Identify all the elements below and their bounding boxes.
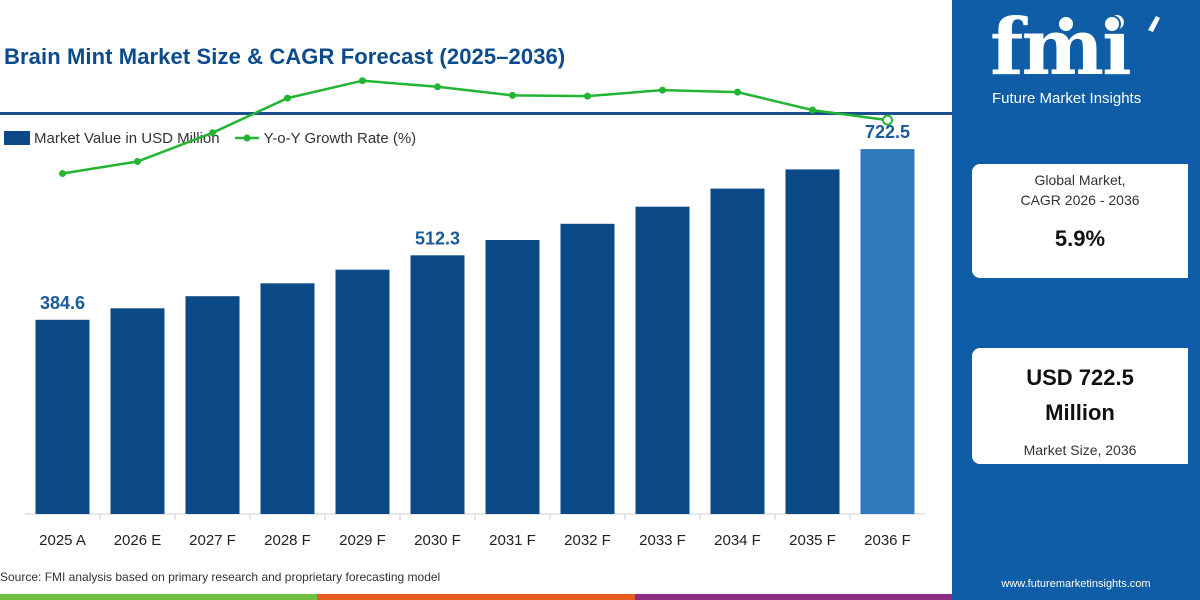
title-divider xyxy=(0,112,952,115)
growth-rate-point-10 xyxy=(809,106,816,114)
x-tick-label-10: 2035 F xyxy=(789,532,836,549)
x-tick-label-7: 2032 F xyxy=(564,532,611,549)
market-size-value-line1: USD 722.5 xyxy=(1026,365,1134,390)
growth-rate-point-0 xyxy=(59,170,66,177)
x-tick-label-5: 2030 F xyxy=(414,532,461,549)
growth-rate-point-7 xyxy=(584,92,591,100)
stripe-segment-orange xyxy=(317,594,635,600)
market-size-label: Market Size, 2036 xyxy=(1023,442,1137,458)
legend-bar-swatch xyxy=(4,131,30,145)
data-label-5: 512.3 xyxy=(415,228,460,248)
chart-title: Brain Mint Market Size & CAGR Forecast (… xyxy=(4,44,566,69)
bar-3 xyxy=(260,283,315,514)
fmi-logo: fmi Future Market Insights xyxy=(990,2,1170,110)
bar-1 xyxy=(110,308,165,514)
growth-rate-point-9 xyxy=(734,88,741,96)
bar-8 xyxy=(635,206,690,514)
chart-panel: Brain Mint Market Size & CAGR Forecast (… xyxy=(0,44,952,600)
legend-bar-label: Market Value in USD Million xyxy=(34,129,220,147)
info-sidebar: fmi Future Market Insights Global Market… xyxy=(952,0,1200,600)
bar-11 xyxy=(860,149,915,514)
growth-rate-line xyxy=(62,79,888,175)
x-tick-label-4: 2029 F xyxy=(339,532,386,549)
bar-6 xyxy=(485,240,540,514)
bar-7 xyxy=(560,223,615,515)
growth-rate-point-6 xyxy=(509,91,516,99)
bar-9 xyxy=(710,188,765,514)
growth-rate-point-8 xyxy=(659,86,666,94)
data-label-0: 384.6 xyxy=(40,293,85,313)
source-note: Source: FMI analysis based on primary re… xyxy=(0,570,441,584)
x-tick-label-2: 2027 F xyxy=(189,532,236,549)
bar-5 xyxy=(410,255,465,515)
growth-rate-point-3 xyxy=(284,94,291,102)
growth-rate-point-11 xyxy=(882,114,893,126)
data-label-11: 722.5 xyxy=(865,122,910,142)
bar-4 xyxy=(335,269,390,514)
x-tick-label-3: 2028 F xyxy=(264,532,311,549)
x-tick-label-1: 2026 E xyxy=(114,532,162,549)
bar-0 xyxy=(35,319,90,514)
chart-legend: Market Value in USD Million Y-o-Y Growth… xyxy=(4,127,430,149)
growth-rate-point-1 xyxy=(134,158,141,165)
cagr-label-line2: CAGR 2026 - 2036 xyxy=(1020,192,1140,208)
bottom-color-stripe xyxy=(0,594,952,600)
cagr-card: Global Market, CAGR 2026 - 2036 5.9% xyxy=(972,164,1188,278)
bar-2 xyxy=(185,296,240,514)
legend-line-swatch xyxy=(234,134,259,142)
x-tick-label-11: 2036 F xyxy=(864,532,911,549)
globe-icon xyxy=(1057,15,1160,33)
website-url[interactable]: www.futuremarketinsights.com xyxy=(1001,578,1151,590)
legend-item-bar: Market Value in USD Million xyxy=(4,130,220,147)
market-size-card: USD 722.5 Million Market Size, 2036 xyxy=(972,348,1188,464)
x-tick-label-6: 2031 F xyxy=(489,532,536,549)
bar-10 xyxy=(785,169,840,514)
legend-item-line: Y-o-Y Growth Rate (%) xyxy=(234,129,417,147)
x-tick-label-9: 2034 F xyxy=(714,532,761,549)
stripe-segment-purple xyxy=(634,594,952,600)
cagr-label-line1: Global Market, xyxy=(1034,172,1126,188)
x-tick-label-8: 2033 F xyxy=(639,532,686,549)
x-tick-label-0: 2025 A xyxy=(39,532,86,549)
logo-subtitle: Future Market Insights xyxy=(992,90,1142,107)
cagr-value: 5.9% xyxy=(1054,226,1106,251)
growth-rate-point-5 xyxy=(434,83,441,91)
growth-rate-point-2 xyxy=(209,129,216,137)
growth-rate-point-4 xyxy=(359,77,366,85)
legend-line-label: Y-o-Y Growth Rate (%) xyxy=(263,129,417,147)
bar-line-chart: 2025 A 2026 E 2027 F 2028 F 2029 F 2030 F 2031… xyxy=(25,77,925,549)
market-size-value-line2: Million xyxy=(1045,400,1115,425)
stripe-segment-green xyxy=(0,594,318,600)
